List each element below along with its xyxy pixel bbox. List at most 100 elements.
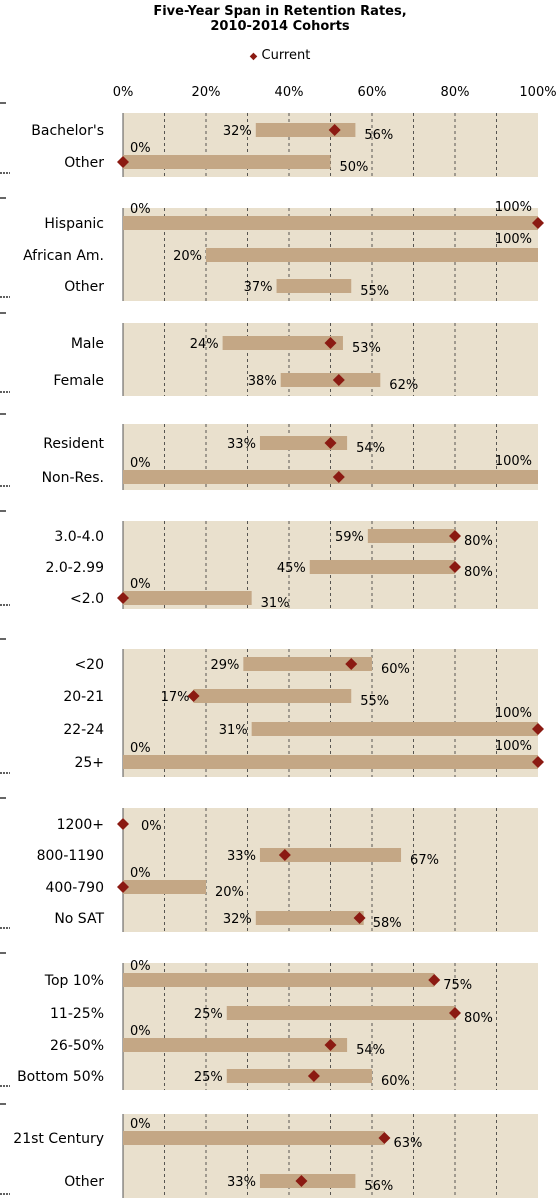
max-value-label: 56% <box>364 128 393 143</box>
min-value-label: 0% <box>130 959 151 974</box>
min-value-label: 0% <box>130 1024 151 1039</box>
current-marker <box>117 592 129 604</box>
category-label: <2.0 <box>70 591 104 607</box>
category-label: 20-21 <box>63 689 104 705</box>
range-bar <box>259 436 348 450</box>
range-bar <box>280 373 381 387</box>
range-bar <box>123 470 538 484</box>
category-label: Bachelor's <box>31 123 104 139</box>
current-marker <box>353 912 366 924</box>
x-tick-label: 40% <box>275 85 304 100</box>
legend: ◆ Current <box>0 48 560 64</box>
min-value-label: 0% <box>130 866 151 881</box>
min-value-label: 33% <box>227 437 256 452</box>
min-value-label: 25% <box>194 1070 223 1085</box>
max-value-label: 55% <box>360 694 389 709</box>
current-marker <box>449 1007 461 1019</box>
max-value-label: 63% <box>393 1136 422 1151</box>
min-value-label: 45% <box>277 561 306 576</box>
category-label: Female <box>53 373 104 389</box>
max-value-label: 60% <box>381 1074 410 1089</box>
current-marker <box>278 849 291 861</box>
max-value-label: 54% <box>356 441 385 456</box>
range-bar <box>123 1038 348 1052</box>
current-marker <box>307 1070 320 1082</box>
current-marker <box>532 756 544 768</box>
current-marker <box>532 723 544 735</box>
category-label: Hispanic <box>44 216 104 232</box>
range-bar <box>251 722 538 736</box>
current-marker <box>117 818 129 830</box>
x-tick-label: 100% <box>519 85 556 100</box>
min-value-label: 33% <box>227 849 256 864</box>
category-label: 1200+ <box>57 817 104 833</box>
max-value-label: 56% <box>364 1179 393 1194</box>
range-bar <box>123 880 206 894</box>
max-value-label: 100% <box>495 706 532 721</box>
max-value-label: 80% <box>464 565 493 580</box>
legend-label: Current <box>261 48 311 63</box>
range-bar <box>123 973 435 987</box>
min-value-label: 0% <box>130 202 151 217</box>
max-value-label: 80% <box>464 1011 493 1026</box>
category-label: 26-50% <box>50 1038 104 1054</box>
range-bar <box>226 1069 372 1083</box>
range-bar <box>193 689 352 703</box>
min-value-label: 33% <box>227 1175 256 1190</box>
max-value-label: 58% <box>373 916 402 931</box>
category-label: Other <box>64 1174 104 1190</box>
min-value-label: 59% <box>335 530 364 545</box>
range-bar <box>222 336 343 350</box>
category-label: Resident <box>43 436 104 452</box>
current-marker <box>117 156 129 168</box>
x-tick-label: 0% <box>113 85 134 100</box>
max-value-label: 75% <box>443 978 472 993</box>
category-label: 22-24 <box>63 722 104 738</box>
category-label: 800-1190 <box>37 848 104 864</box>
max-value-label: 55% <box>360 284 389 299</box>
range-bar <box>206 248 538 262</box>
range-bar <box>123 155 331 169</box>
category-label: 2.0-2.99 <box>46 560 105 576</box>
current-marker <box>449 530 461 542</box>
min-value-label: 0% <box>130 456 151 471</box>
category-label: African Am. <box>23 248 104 264</box>
current-marker <box>324 437 337 449</box>
category-label: Bottom 50% <box>17 1069 104 1085</box>
chart-title-line2: 2010-2014 Cohorts <box>210 19 350 34</box>
range-bar <box>243 657 372 671</box>
x-tick-label: 60% <box>358 85 387 100</box>
category-label: 25+ <box>74 755 104 771</box>
min-value-label: 29% <box>210 658 239 673</box>
min-value-label: 37% <box>244 280 273 295</box>
min-value-label: 25% <box>194 1007 223 1022</box>
range-bar <box>259 1174 356 1188</box>
max-value-label: 53% <box>352 341 381 356</box>
range-bar <box>123 216 538 230</box>
min-value-label: 0% <box>130 1117 151 1132</box>
current-marker <box>328 124 341 136</box>
category-label: Non-Res. <box>42 470 104 486</box>
x-tick-label: 20% <box>192 85 221 100</box>
x-tick-label: 80% <box>441 85 470 100</box>
range-bar <box>309 560 455 574</box>
current-marker <box>117 881 129 893</box>
max-value-label: 31% <box>261 596 290 611</box>
category-label: No SAT <box>54 911 104 927</box>
min-value-label: 32% <box>223 124 252 139</box>
current-marker <box>332 374 345 386</box>
current-marker <box>324 1039 337 1051</box>
category-label: 21st Century <box>13 1131 104 1147</box>
max-value-label: 60% <box>381 662 410 677</box>
range-bar <box>123 591 252 605</box>
current-marker <box>532 217 544 229</box>
range-bar <box>259 848 402 862</box>
current-marker <box>345 658 358 670</box>
max-value-label: 54% <box>356 1043 385 1058</box>
min-value-label: 31% <box>219 723 248 738</box>
category-label: Other <box>64 155 104 171</box>
min-value-label: 0% <box>141 819 162 834</box>
max-value-label: 100% <box>495 200 532 215</box>
min-value-label: 32% <box>223 912 252 927</box>
